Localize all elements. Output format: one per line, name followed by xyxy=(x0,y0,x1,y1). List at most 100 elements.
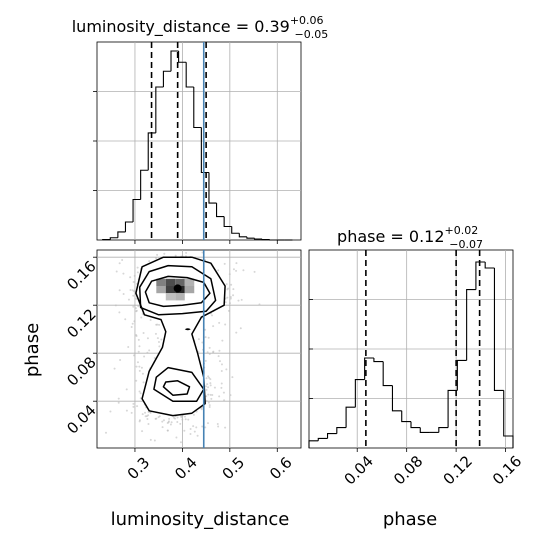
joint-scatter-point xyxy=(228,273,231,276)
joint-scatter-point xyxy=(135,297,138,300)
joint-scatter-point xyxy=(211,394,214,397)
luminosity-distance-axis-label: luminosity_distance xyxy=(111,509,290,530)
joint-scatter-point xyxy=(141,372,144,375)
joint-scatter-point xyxy=(229,295,232,298)
joint-scatter-point xyxy=(117,401,120,404)
joint-scatter-point xyxy=(231,376,234,379)
phase-histogram-grid xyxy=(309,250,513,448)
joint-scatter-point xyxy=(207,336,210,339)
joint-scatter-point xyxy=(138,365,141,368)
phase-histogram-bin xyxy=(308,440,319,448)
joint-scatter-point xyxy=(240,298,243,301)
luminosity-distance-title-prefix: luminosity_distance = xyxy=(72,17,254,37)
joint-scatter-point xyxy=(138,345,141,348)
joint-scatter-point xyxy=(201,425,204,428)
luminosity-distance-histogram-bin xyxy=(170,50,179,72)
joint-scatter-point xyxy=(117,397,120,400)
joint-scatter-point xyxy=(118,311,121,314)
joint-scatter-point xyxy=(209,382,212,385)
joint-scatter-point xyxy=(137,338,140,341)
phase-histogram-bin xyxy=(419,427,430,433)
joint-scatter-point xyxy=(175,436,178,439)
joint-scatter-point xyxy=(193,430,196,433)
phase-x-tick-label: 0.12 xyxy=(440,452,476,488)
phase-histogram-bin xyxy=(401,410,411,423)
joint-scatter-point xyxy=(121,258,124,261)
joint-scatter-point xyxy=(125,409,128,412)
luminosity-distance-histogram-bin xyxy=(147,132,156,171)
joint-scatter-point xyxy=(131,322,134,325)
joint-scatter-point xyxy=(220,363,223,366)
joint-scatter-point xyxy=(224,301,227,304)
luminosity-distance-histogram-bin xyxy=(124,221,134,232)
joint-scatter-point xyxy=(166,421,169,424)
joint-scatter-point xyxy=(132,281,135,284)
luminosity-distance-histogram-bin xyxy=(216,203,225,218)
phase-histogram-bin xyxy=(438,427,449,433)
joint-scatter-point xyxy=(197,338,200,341)
luminosity-distance-histogram-bin xyxy=(253,238,263,240)
joint-density-cell xyxy=(156,278,166,286)
joint-density-cell xyxy=(165,286,176,294)
joint-scatter-point xyxy=(217,425,220,428)
joint-scatter-point xyxy=(209,393,212,396)
joint-scatter-point xyxy=(161,426,164,429)
phase-x-axis-label: phase xyxy=(383,509,437,530)
phase-title-value: 0.12 xyxy=(409,227,445,246)
joint-scatter-point xyxy=(212,325,215,328)
luminosity-distance-histogram-bin xyxy=(223,216,232,228)
joint-scatter-point xyxy=(224,426,227,429)
joint-scatter-point xyxy=(132,402,135,405)
joint-scatter-point xyxy=(230,283,233,286)
joint-scatter-point xyxy=(135,310,138,313)
joint-scatter-point xyxy=(157,341,160,344)
joint-scatter-point xyxy=(228,302,231,305)
joint-scatter-point xyxy=(140,316,143,319)
joint-scatter-point xyxy=(227,287,230,290)
joint-scatter-point xyxy=(208,346,211,349)
joint-scatter-point xyxy=(157,416,160,419)
joint-scatter-point xyxy=(235,331,238,334)
joint-scatter-point xyxy=(155,257,158,260)
joint-scatter-point xyxy=(142,381,145,384)
joint-scatter-point xyxy=(205,388,208,391)
joint-scatter-point xyxy=(169,423,172,426)
joint-scatter-point xyxy=(229,297,232,300)
joint-scatter-point xyxy=(235,262,238,265)
joint-scatter-point xyxy=(218,321,221,324)
luminosity-distance-histogram-bin xyxy=(185,62,194,88)
joint-scatter-point xyxy=(221,339,224,342)
joint-scatter-point xyxy=(225,368,228,371)
joint-scatter-point xyxy=(149,438,152,441)
joint-scatter-point xyxy=(253,270,256,273)
joint-scatter-point xyxy=(133,320,136,323)
joint-x-tick-label: 0.5 xyxy=(219,454,249,484)
joint-scatter-point xyxy=(168,417,171,420)
joint-scatter-point xyxy=(142,331,145,334)
joint-scatter-point xyxy=(158,323,161,326)
joint-scatter-point xyxy=(132,305,135,308)
joint-scatter-point xyxy=(179,422,182,425)
joint-scatter-point xyxy=(148,349,151,352)
joint-scatter-point xyxy=(204,336,207,339)
joint-scatter-point xyxy=(212,350,215,353)
joint-scatter-point xyxy=(204,359,207,362)
joint-scatter-point xyxy=(192,425,195,428)
joint-y-tick-label: 0.12 xyxy=(63,305,99,341)
joint-scatter-point xyxy=(218,349,221,352)
joint-scatter-point xyxy=(158,345,161,348)
joint-local-peak-marker xyxy=(184,328,191,331)
joint-scatter-point xyxy=(195,410,198,413)
phase-histogram-bin xyxy=(391,385,402,412)
joint-scatter-point xyxy=(140,366,143,369)
joint-scatter-point xyxy=(129,288,132,291)
joint-scatter-point xyxy=(189,433,192,436)
joint-scatter-point xyxy=(187,418,190,421)
joint-scatter-point xyxy=(135,334,138,337)
phase-histogram-bin xyxy=(345,406,356,428)
phase-histogram-bin xyxy=(354,379,365,408)
phase-title-upper: +0.02 xyxy=(445,224,479,237)
joint-scatter-point xyxy=(122,293,125,296)
joint-scatter-point xyxy=(154,332,157,335)
